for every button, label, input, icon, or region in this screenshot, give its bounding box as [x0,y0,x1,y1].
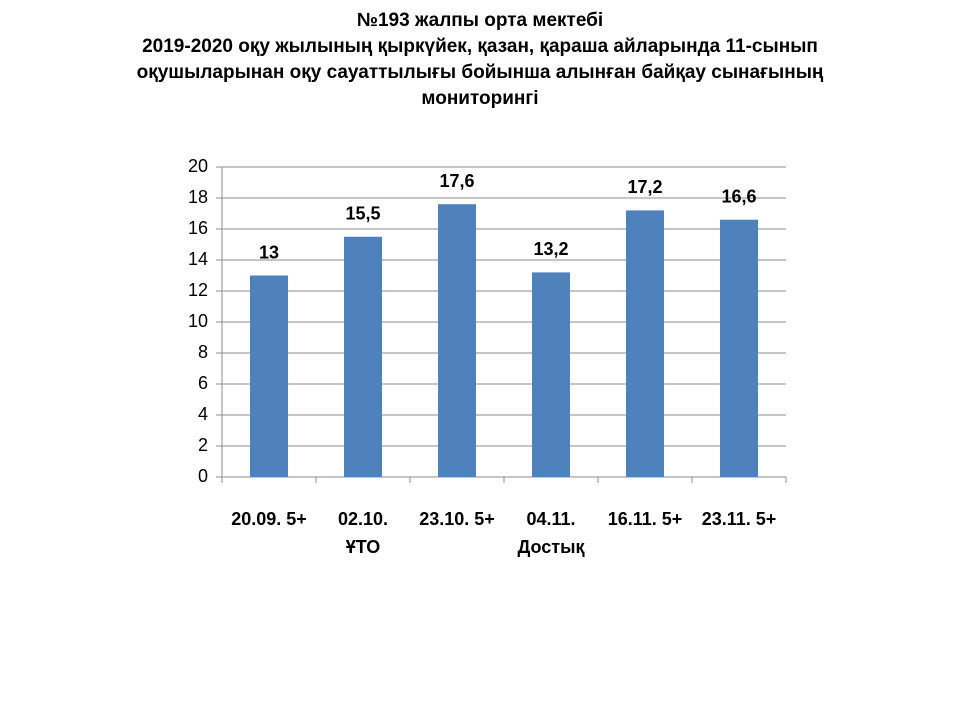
chart-title: №193 жалпы орта мектебі 2019-2020 оқу жы… [136,10,824,109]
value-label: 16,6 [721,186,756,206]
value-label: 13 [259,242,279,262]
y-tick-label: 2 [198,435,208,455]
bar [344,236,382,477]
value-label: 15,5 [345,204,380,224]
x-tick-label: 04.11. Достық [517,509,585,557]
bar [438,204,476,477]
y-tick-label: 0 [198,466,208,486]
value-label: 13,2 [533,239,568,259]
y-tick-label: 14 [188,249,208,269]
bar [626,210,664,477]
y-tick-label: 4 [198,404,208,424]
value-label: 17,2 [627,177,662,197]
x-tick-label: 02.10. ҰТО [337,509,389,557]
y-tick-label: 16 [188,218,208,238]
value-label: 17,6 [439,171,474,191]
x-tick-label: 23.10. 5+ [419,509,495,529]
y-tick-label: 12 [188,280,208,300]
y-tick-label: 20 [188,156,208,176]
y-tick-label: 6 [198,373,208,393]
y-tick-label: 8 [198,342,208,362]
x-tick-label: 16.11. 5+ [607,509,683,529]
y-tick-label: 10 [188,311,208,331]
x-tick-label: 23.11. 5+ [701,509,777,529]
x-tick-label: 20.09. 5+ [231,509,307,529]
y-tick-label: 18 [188,187,208,207]
bar [250,275,288,477]
bar [532,272,570,477]
bar [720,219,758,477]
